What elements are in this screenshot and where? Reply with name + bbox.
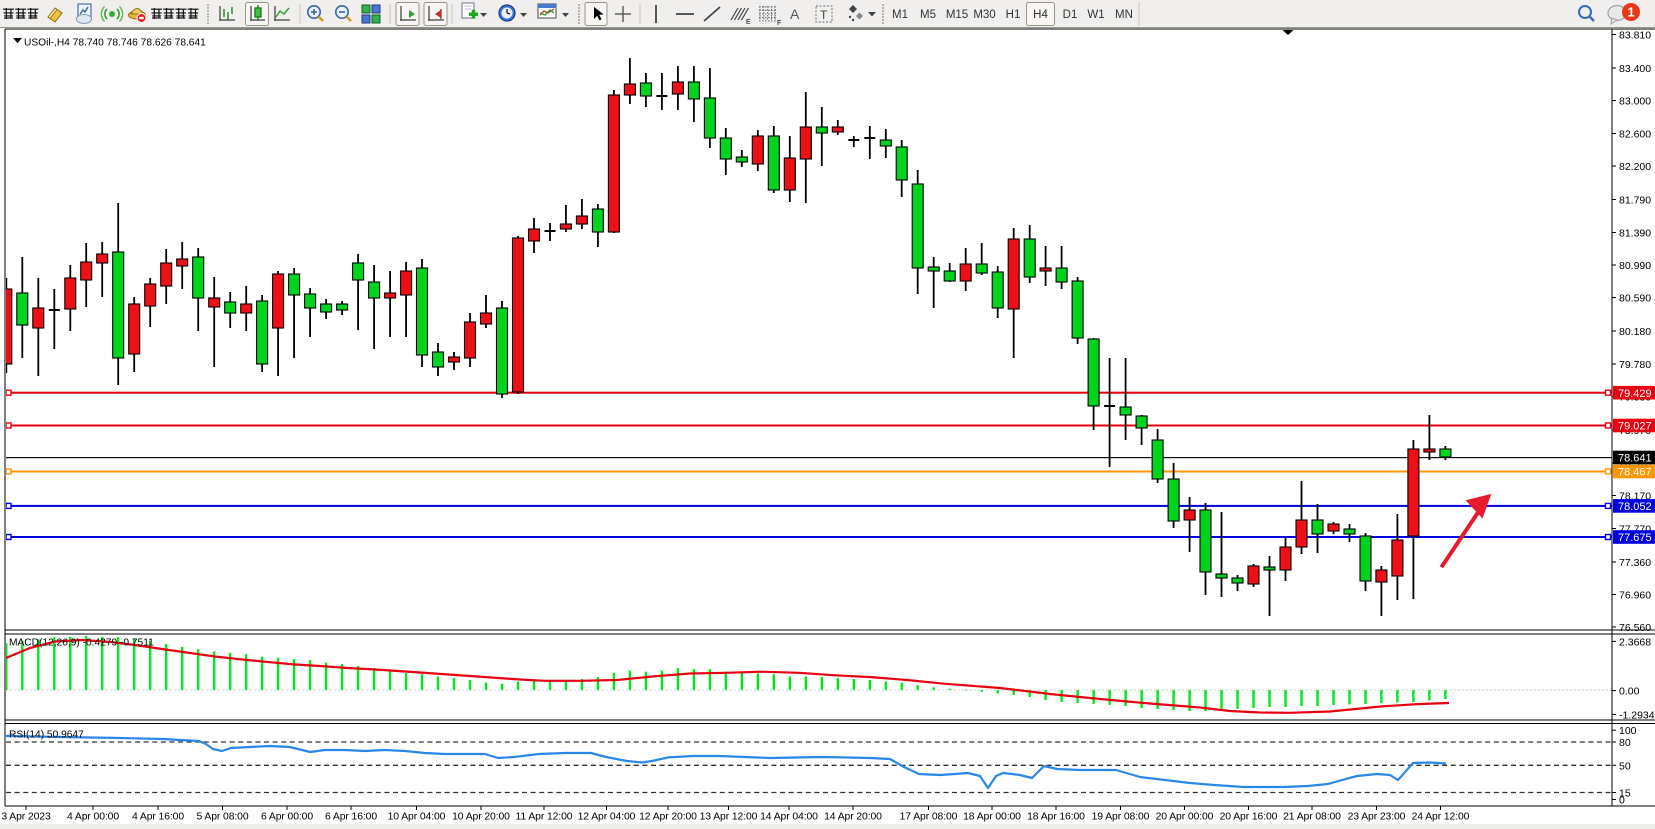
svg-text:W1: W1 bbox=[1087, 9, 1104, 21]
svg-text:3 Apr 2023: 3 Apr 2023 bbox=[1, 812, 51, 823]
svg-text:12 Apr 04:00: 12 Apr 04:00 bbox=[578, 812, 636, 823]
svg-text:23 Apr 23:00: 23 Apr 23:00 bbox=[1348, 812, 1406, 823]
svg-text:E: E bbox=[746, 19, 751, 26]
svg-text:MN: MN bbox=[1115, 9, 1133, 21]
svg-text:50: 50 bbox=[1619, 760, 1631, 772]
svg-text:M30: M30 bbox=[973, 9, 995, 21]
svg-text:2.3668: 2.3668 bbox=[1619, 636, 1651, 648]
svg-text:0.00: 0.00 bbox=[1619, 686, 1640, 698]
svg-text:77.675: 77.675 bbox=[1618, 532, 1652, 544]
svg-text:21 Apr 08:00: 21 Apr 08:00 bbox=[1283, 812, 1341, 823]
svg-text:13 Apr 12:00: 13 Apr 12:00 bbox=[700, 812, 758, 823]
svg-text:0: 0 bbox=[1619, 795, 1625, 807]
svg-text:83.000: 83.000 bbox=[1619, 96, 1651, 108]
svg-text:A: A bbox=[790, 6, 800, 22]
svg-text:80.180: 80.180 bbox=[1619, 326, 1651, 338]
svg-text:11 Apr 12:00: 11 Apr 12:00 bbox=[516, 812, 573, 823]
svg-text:77.360: 77.360 bbox=[1619, 557, 1651, 569]
svg-text:79.027: 79.027 bbox=[1618, 421, 1652, 433]
svg-text:D1: D1 bbox=[1063, 9, 1078, 21]
svg-text:USOil-,H4 78.740 78.746 78.62: USOil-,H4 78.740 78.746 78.626 78.641 bbox=[24, 38, 206, 49]
svg-text:83.400: 83.400 bbox=[1619, 63, 1651, 75]
svg-text:79.429: 79.429 bbox=[1618, 388, 1652, 400]
svg-text:82.200: 82.200 bbox=[1619, 161, 1651, 173]
svg-text:18 Apr 00:00: 18 Apr 00:00 bbox=[963, 812, 1021, 823]
svg-text:18 Apr 16:00: 18 Apr 16:00 bbox=[1027, 812, 1085, 823]
svg-text:78.052: 78.052 bbox=[1618, 501, 1652, 513]
svg-text:20 Apr 00:00: 20 Apr 00:00 bbox=[1156, 812, 1214, 823]
svg-text:19 Apr 08:00: 19 Apr 08:00 bbox=[1092, 812, 1150, 823]
svg-text:M5: M5 bbox=[920, 9, 936, 21]
svg-text:24 Apr 12:00: 24 Apr 12:00 bbox=[1412, 812, 1470, 823]
svg-text:M15: M15 bbox=[946, 9, 968, 21]
svg-text:82.600: 82.600 bbox=[1619, 128, 1651, 140]
svg-text:-1.2934: -1.2934 bbox=[1619, 710, 1655, 722]
svg-text:14 Apr 04:00: 14 Apr 04:00 bbox=[760, 812, 818, 823]
svg-text:17 Apr 08:00: 17 Apr 08:00 bbox=[900, 812, 958, 823]
svg-text:H1: H1 bbox=[1006, 9, 1021, 21]
svg-text:M1: M1 bbox=[892, 9, 908, 21]
svg-text:15: 15 bbox=[1619, 788, 1631, 800]
svg-text:1: 1 bbox=[1627, 5, 1634, 20]
svg-text:80.590: 80.590 bbox=[1619, 293, 1651, 305]
svg-text:81.390: 81.390 bbox=[1619, 227, 1651, 239]
svg-text:H4: H4 bbox=[1033, 9, 1048, 21]
svg-text:76.960: 76.960 bbox=[1619, 590, 1651, 602]
svg-text:20 Apr 16:00: 20 Apr 16:00 bbox=[1220, 812, 1278, 823]
svg-text:4 Apr 16:00: 4 Apr 16:00 bbox=[132, 812, 184, 823]
svg-text:RSI(14) 50.9647: RSI(14) 50.9647 bbox=[9, 730, 84, 741]
svg-text:78.467: 78.467 bbox=[1618, 467, 1652, 479]
svg-text:83.810: 83.810 bbox=[1619, 29, 1651, 41]
svg-text:MACD(12,26,9) -0.4279 -0.7511: MACD(12,26,9) -0.4279 -0.7511 bbox=[9, 638, 154, 649]
svg-text:80: 80 bbox=[1619, 737, 1631, 749]
svg-text:80.990: 80.990 bbox=[1619, 260, 1651, 272]
svg-text:81.790: 81.790 bbox=[1619, 195, 1651, 207]
svg-text:100: 100 bbox=[1619, 725, 1637, 737]
svg-text:12 Apr 20:00: 12 Apr 20:00 bbox=[639, 812, 697, 823]
svg-text:6 Apr 00:00: 6 Apr 00:00 bbox=[261, 812, 313, 823]
svg-text:79.780: 79.780 bbox=[1619, 359, 1651, 371]
svg-text:F: F bbox=[777, 20, 781, 27]
svg-text:6 Apr 16:00: 6 Apr 16:00 bbox=[325, 812, 377, 823]
svg-text:T: T bbox=[820, 8, 828, 22]
svg-text:10 Apr 20:00: 10 Apr 20:00 bbox=[452, 812, 510, 823]
svg-text:76.560: 76.560 bbox=[1619, 622, 1651, 634]
svg-text:14 Apr 20:00: 14 Apr 20:00 bbox=[824, 812, 882, 823]
svg-text:78.641: 78.641 bbox=[1618, 453, 1652, 465]
svg-text:4 Apr 00:00: 4 Apr 00:00 bbox=[67, 812, 119, 823]
svg-text:5 Apr 08:00: 5 Apr 08:00 bbox=[196, 812, 248, 823]
svg-text:10 Apr 04:00: 10 Apr 04:00 bbox=[388, 812, 446, 823]
